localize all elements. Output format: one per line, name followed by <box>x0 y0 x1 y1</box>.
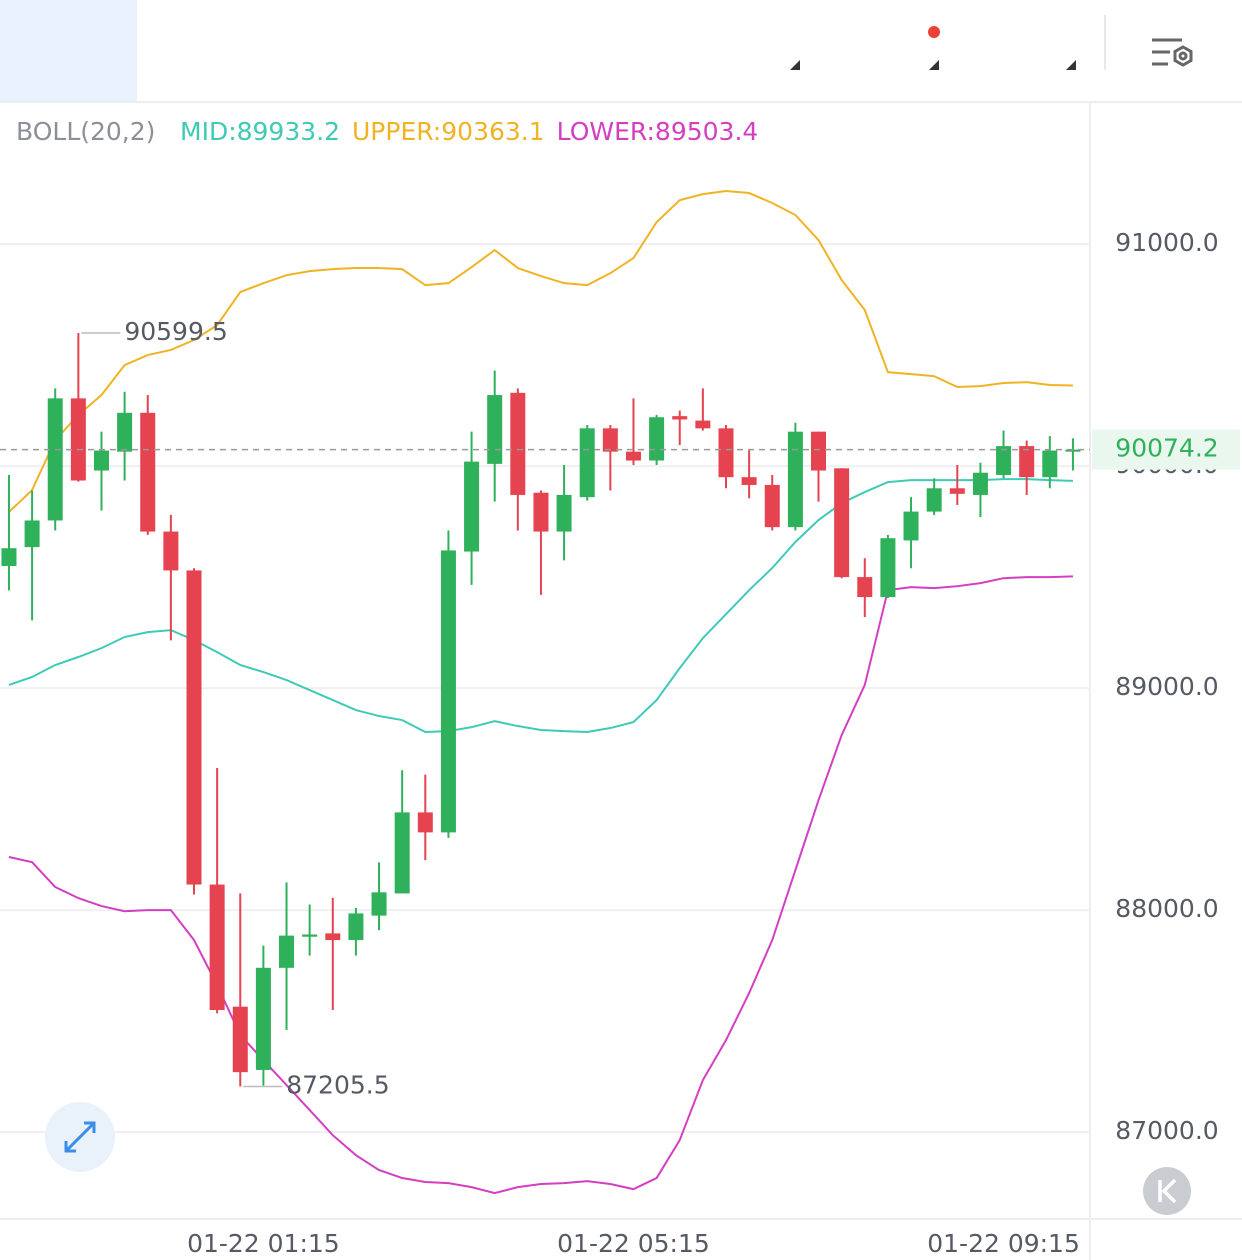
candle-body <box>880 538 896 598</box>
candle-body <box>949 488 965 494</box>
candle-body <box>672 416 688 420</box>
expand-button[interactable] <box>45 1102 115 1172</box>
legend-entry: UPPER:90363.1 <box>352 117 545 146</box>
candle-body <box>371 892 387 916</box>
candle-body <box>394 812 410 894</box>
dropdown-caret <box>1066 60 1076 70</box>
candle-body <box>417 812 433 833</box>
legend-entry: MID:89933.2 <box>180 117 340 146</box>
candle-body <box>117 412 133 452</box>
candle-body <box>579 428 595 498</box>
candle-body <box>487 395 503 464</box>
dropdown-caret <box>929 60 939 70</box>
extreme-label: 87205.5 <box>286 1070 389 1099</box>
candle-body <box>926 488 942 512</box>
candle-body <box>996 446 1012 475</box>
last-price-label: 90074.2 <box>1115 434 1218 463</box>
candle-body <box>186 570 202 885</box>
candle-body <box>348 913 364 941</box>
candle-body <box>811 431 827 471</box>
candle-body <box>718 428 734 478</box>
candle-body <box>209 884 225 1010</box>
candle-body <box>764 484 780 528</box>
y-tick-label: 87000.0 <box>1115 1116 1218 1145</box>
candle-body <box>602 428 618 452</box>
x-tick-label: 01-22 05:15 <box>557 1229 710 1258</box>
last-price-box <box>1092 429 1240 470</box>
candle-body <box>695 420 711 429</box>
x-tick-label: 01-22 01:15 <box>187 1229 340 1258</box>
candle-body <box>24 520 40 548</box>
candle-body <box>649 417 665 461</box>
extreme-label: 90599.5 <box>124 317 227 346</box>
legend-entry: LOWER:89503.4 <box>557 117 759 146</box>
x-tick-label: 01-22 09:15 <box>927 1229 1080 1258</box>
candle-body <box>279 935 295 968</box>
dropdown-caret <box>790 60 800 70</box>
candle-body <box>625 451 641 461</box>
candle-body <box>556 494 572 532</box>
candle-body <box>1019 446 1035 478</box>
candle-body <box>232 1006 248 1073</box>
candle-body <box>302 934 318 937</box>
candle-body <box>834 468 850 578</box>
boll-line <box>8 478 1073 734</box>
candle-body <box>533 492 549 532</box>
candle-body <box>1 548 17 566</box>
indicator-label: BOLL(20,2) <box>16 117 155 146</box>
y-tick-label: 91000.0 <box>1115 228 1218 257</box>
candle-body <box>903 511 919 541</box>
candle-body <box>972 472 988 495</box>
y-tick-label: 88000.0 <box>1115 894 1218 923</box>
candle-body <box>70 398 86 481</box>
candle-body <box>93 450 109 471</box>
y-tick-label: 89000.0 <box>1115 672 1218 701</box>
tab-active-bg <box>0 0 137 102</box>
candle-body <box>1065 449 1081 452</box>
boll-line <box>8 575 1073 1195</box>
settings-icon[interactable] <box>1152 38 1193 67</box>
tab-bar <box>0 0 1242 102</box>
boll-line <box>8 190 1073 513</box>
notice-dot <box>928 26 940 38</box>
candle-body <box>787 431 803 528</box>
candle-body <box>325 933 341 941</box>
candle-body <box>741 477 757 485</box>
candle-body <box>163 531 179 571</box>
candle-body <box>255 967 271 1070</box>
candle-body <box>47 398 63 521</box>
candle-body <box>857 577 873 598</box>
candle-body <box>140 412 156 532</box>
candle-body <box>1042 450 1058 478</box>
candle-body <box>440 550 456 833</box>
back-button[interactable] <box>1143 1167 1191 1215</box>
candle-body <box>510 392 526 495</box>
candle-body <box>464 461 480 552</box>
